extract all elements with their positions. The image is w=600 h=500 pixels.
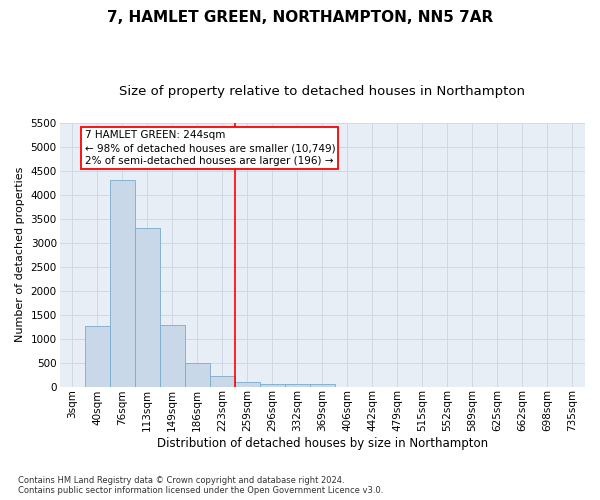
Bar	[260, 384, 285, 386]
Bar	[160, 325, 185, 386]
Text: 7 HAMLET GREEN: 244sqm
← 98% of detached houses are smaller (10,749)
2% of semi-: 7 HAMLET GREEN: 244sqm ← 98% of detached…	[85, 130, 335, 166]
Bar	[134, 228, 160, 386]
Y-axis label: Number of detached properties: Number of detached properties	[15, 167, 25, 342]
Bar	[310, 384, 335, 386]
Text: 7, HAMLET GREEN, NORTHAMPTON, NN5 7AR: 7, HAMLET GREEN, NORTHAMPTON, NN5 7AR	[107, 10, 493, 25]
Bar	[185, 363, 210, 386]
Text: Contains HM Land Registry data © Crown copyright and database right 2024.
Contai: Contains HM Land Registry data © Crown c…	[18, 476, 383, 495]
Bar	[285, 384, 310, 386]
Bar	[210, 376, 235, 386]
Bar	[110, 180, 134, 386]
X-axis label: Distribution of detached houses by size in Northampton: Distribution of detached houses by size …	[157, 437, 488, 450]
Bar	[235, 382, 260, 386]
Bar	[85, 326, 110, 386]
Title: Size of property relative to detached houses in Northampton: Size of property relative to detached ho…	[119, 85, 525, 98]
